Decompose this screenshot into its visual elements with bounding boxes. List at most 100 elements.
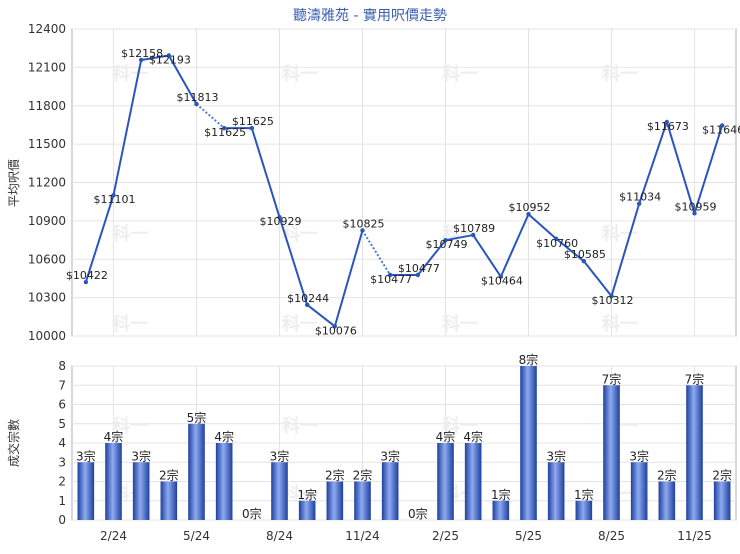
volume-bar bbox=[188, 423, 205, 520]
x-tick-label: 8/25 bbox=[598, 529, 625, 543]
volume-bar bbox=[132, 462, 150, 520]
price-axis-label: 平均呎價 bbox=[7, 159, 21, 207]
price-point bbox=[166, 53, 172, 58]
price-y-tick: 11500 bbox=[28, 137, 66, 151]
price-point bbox=[443, 237, 448, 243]
price-point bbox=[553, 236, 559, 241]
volume-y-tick: 0 bbox=[58, 513, 66, 527]
price-data-label: $10789 bbox=[453, 222, 495, 235]
volume-data-label: 1宗 bbox=[574, 487, 594, 502]
volume-data-label: 5宗 bbox=[187, 410, 207, 425]
price-data-label: $11101 bbox=[94, 193, 136, 206]
volume-bar bbox=[686, 385, 703, 520]
x-tick-label: 8/24 bbox=[266, 529, 293, 543]
volume-data-label: 7宗 bbox=[602, 371, 622, 386]
price-point bbox=[415, 272, 421, 278]
price-y-tick: 12400 bbox=[28, 22, 66, 36]
price-line-segment bbox=[665, 121, 696, 214]
price-line-segment bbox=[555, 238, 585, 262]
watermark: 科一 bbox=[602, 313, 638, 335]
volume-data-label: 1宗 bbox=[491, 487, 511, 502]
price-point bbox=[498, 274, 504, 279]
price-y-tick: 10600 bbox=[28, 252, 66, 266]
price-line-segment bbox=[527, 213, 557, 240]
price-y-tick: 10900 bbox=[28, 214, 66, 228]
volume-y-tick: 7 bbox=[58, 378, 66, 392]
price-point bbox=[83, 279, 89, 285]
price-data-label: $10422 bbox=[66, 269, 108, 282]
watermark: 科一 bbox=[282, 223, 318, 245]
volume-data-label: 2宗 bbox=[325, 468, 345, 483]
volume-bar bbox=[713, 481, 731, 520]
price-point bbox=[387, 272, 393, 278]
volume-y-tick: 5 bbox=[58, 417, 66, 431]
price-line-segment bbox=[499, 213, 530, 278]
price-point bbox=[719, 123, 725, 128]
price-data-label: $11673 bbox=[647, 120, 689, 133]
volume-data-label: 2宗 bbox=[159, 468, 179, 483]
x-tick-label: 11/24 bbox=[345, 529, 380, 543]
price-point bbox=[526, 212, 531, 217]
price-point bbox=[332, 324, 338, 329]
price-line-segment bbox=[250, 127, 281, 218]
volume-bar bbox=[464, 443, 482, 520]
volume-bar bbox=[215, 443, 233, 520]
price-data-label: $12158 bbox=[121, 47, 163, 60]
watermark: 科一 bbox=[282, 313, 318, 335]
price-y-tick: 10300 bbox=[28, 291, 66, 305]
price-line-segment bbox=[112, 59, 143, 196]
price-data-label: $11034 bbox=[619, 191, 661, 204]
price-line-segment bbox=[583, 260, 613, 297]
volume-data-label: 7宗 bbox=[685, 371, 705, 386]
price-line-segment bbox=[472, 234, 502, 278]
volume-data-label: 2宗 bbox=[712, 468, 732, 483]
price-point bbox=[636, 201, 642, 206]
price-data-label: $10952 bbox=[509, 201, 551, 214]
watermark: 科一 bbox=[442, 313, 478, 335]
price-y-tick: 11200 bbox=[28, 176, 66, 190]
volume-bar bbox=[437, 443, 454, 520]
price-line-segment bbox=[693, 125, 724, 214]
volume-data-label: 4宗 bbox=[104, 429, 124, 444]
watermark: 科一 bbox=[282, 415, 318, 437]
volume-data-label: 0宗 bbox=[408, 506, 428, 521]
volume-data-label: 1宗 bbox=[297, 487, 317, 502]
price-data-label: $10585 bbox=[564, 248, 606, 261]
watermark: 科一 bbox=[112, 63, 148, 85]
volume-bar bbox=[105, 443, 122, 520]
price-data-label: $10477 bbox=[398, 262, 440, 275]
price-y-tick: 11800 bbox=[28, 99, 66, 113]
price-data-label: $10464 bbox=[481, 275, 523, 288]
volume-data-label: 4宗 bbox=[214, 429, 234, 444]
watermark: 科一 bbox=[442, 63, 478, 85]
watermark: 科一 bbox=[282, 63, 318, 85]
price-data-label: $10749 bbox=[426, 238, 468, 251]
volume-y-tick: 1 bbox=[58, 494, 66, 508]
price-line-segment bbox=[445, 234, 474, 242]
volume-y-tick: 4 bbox=[58, 436, 66, 450]
price-data-label: $10312 bbox=[592, 294, 634, 307]
price-data-label: $10076 bbox=[315, 324, 357, 337]
price-data-label: $10760 bbox=[536, 237, 578, 250]
watermark: 科一 bbox=[112, 223, 148, 245]
price-line-segment bbox=[84, 194, 115, 283]
price-data-label: $11625 bbox=[204, 126, 246, 139]
price-line-segment bbox=[361, 229, 392, 276]
volume-data-label: 8宗 bbox=[519, 352, 539, 367]
price-data-label: $10477 bbox=[370, 273, 412, 286]
volume-y-tick: 3 bbox=[58, 455, 66, 469]
price-line-segment bbox=[610, 203, 641, 297]
price-line-segment bbox=[141, 54, 169, 61]
price-data-label: $11625 bbox=[232, 115, 274, 128]
volume-bar bbox=[354, 481, 371, 520]
price-point bbox=[470, 232, 476, 238]
price-line-segment bbox=[638, 121, 668, 205]
price-point bbox=[221, 125, 227, 131]
price-point bbox=[111, 192, 116, 198]
price-point bbox=[609, 293, 614, 299]
price-point bbox=[138, 57, 144, 63]
volume-data-label: 2宗 bbox=[353, 468, 373, 483]
price-point bbox=[277, 214, 282, 220]
